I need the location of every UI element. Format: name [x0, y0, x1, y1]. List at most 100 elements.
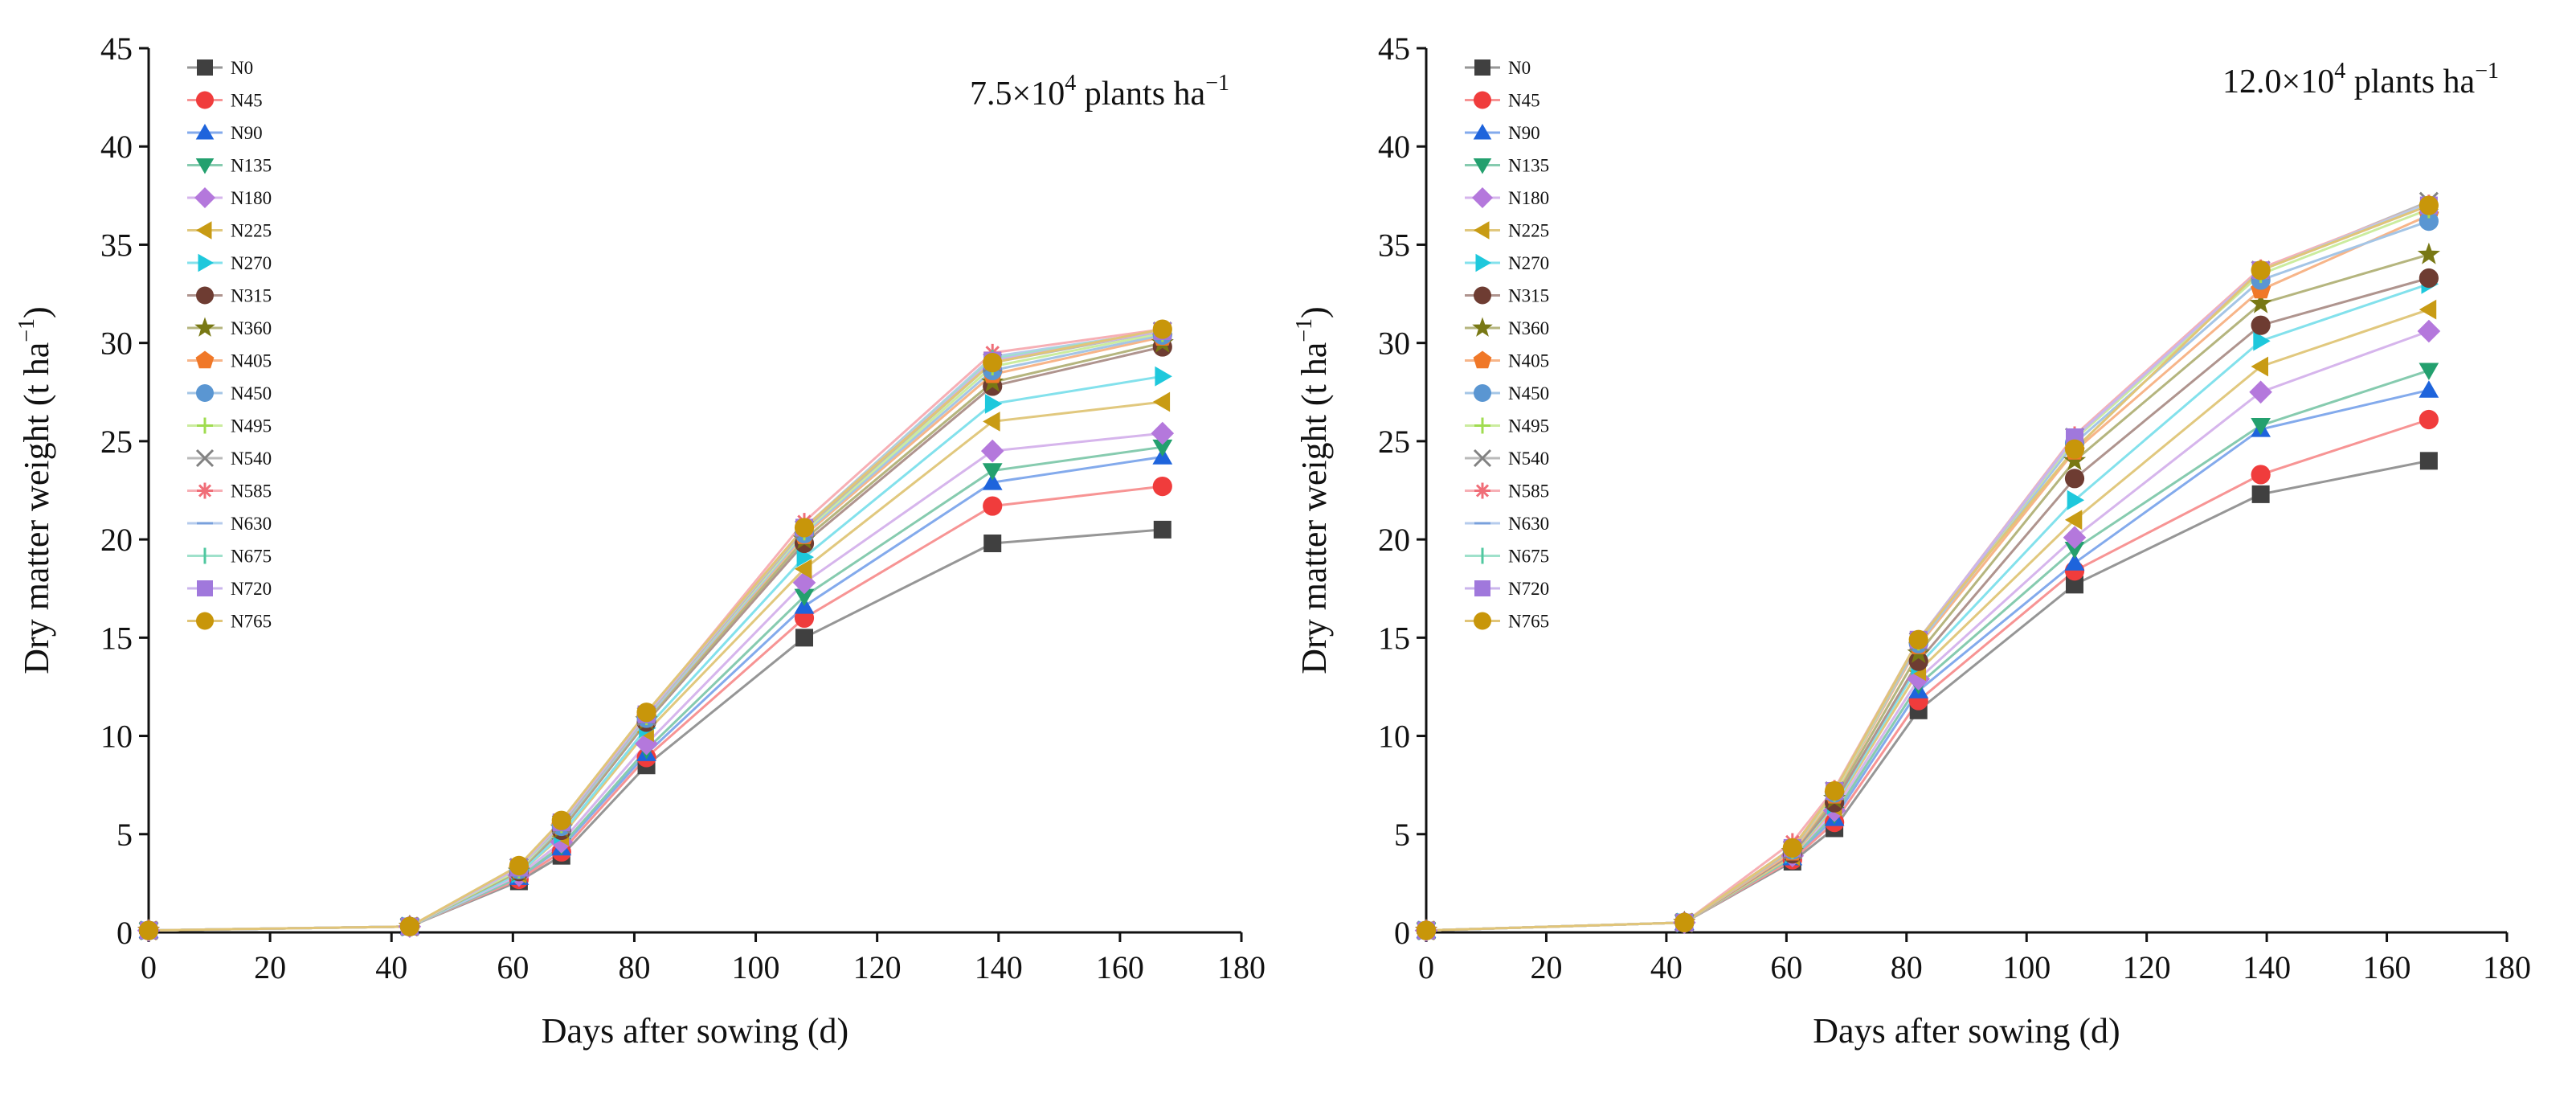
- data-point-N180: [1151, 421, 1175, 445]
- series-line-N675: [1425, 204, 2430, 932]
- series-N270: [1425, 282, 2430, 932]
- legend-entry: N675: [1465, 547, 1549, 567]
- series-N45: [1425, 418, 2430, 932]
- x-tick-label: 120: [2123, 949, 2171, 985]
- series-line-N675: [148, 330, 1163, 932]
- legend-entry: N585: [1465, 481, 1549, 502]
- x-tick-label: 0: [1418, 949, 1434, 985]
- series-line-N540: [148, 330, 1163, 932]
- series-N450: [148, 334, 1163, 932]
- legend-marker: [1473, 350, 1492, 369]
- legend-entry: N90: [1465, 123, 1540, 143]
- legend-entry: N360: [1465, 317, 1549, 338]
- legend-entry: N765: [1465, 612, 1549, 632]
- legend-marker: [1474, 384, 1491, 402]
- data-point-N360: [2063, 449, 2087, 471]
- series-line-N135: [148, 445, 1163, 932]
- data-point-N765: [1674, 912, 1695, 932]
- series-line-N45: [1425, 418, 2430, 932]
- legend-entry: N675: [187, 547, 272, 567]
- legend-entry: N180: [187, 187, 272, 208]
- series-points-N765: [1416, 195, 2439, 940]
- legend-label: N315: [231, 286, 272, 306]
- legend-label: N450: [231, 383, 272, 404]
- series-points-N225: [1416, 299, 2437, 940]
- series-line-N270: [1425, 282, 2430, 932]
- legend-label: N270: [231, 253, 272, 273]
- series-points-N630: [140, 330, 1171, 932]
- legend-label: N585: [1508, 481, 1549, 502]
- data-point-N765: [2064, 439, 2085, 459]
- legend-entry: N90: [187, 123, 263, 143]
- legend-entry: N540: [187, 449, 272, 469]
- y-tick-label: 25: [1378, 424, 1410, 460]
- series-points-N270: [1418, 273, 2439, 940]
- y-tick-label: 15: [1378, 620, 1410, 656]
- series-N495: [148, 331, 1163, 932]
- series-points-N90: [138, 447, 1173, 938]
- series-N765: [148, 328, 1163, 932]
- legend-marker: [1474, 482, 1490, 499]
- legend-marker: [1472, 187, 1493, 208]
- legend-marker: [197, 417, 213, 434]
- series-points-N675: [1425, 196, 2431, 940]
- series-line-N90: [148, 455, 1163, 932]
- legend-label: N540: [1508, 449, 1549, 469]
- y-tick-label: 0: [117, 915, 133, 951]
- y-axis-title: Dry matter weight (t ha−1): [1292, 306, 1334, 674]
- series-N585: [1425, 202, 2430, 932]
- density-annotation: 7.5×104 plants ha−1: [970, 71, 1229, 113]
- legend-label: N765: [1508, 612, 1549, 632]
- legend-label: N135: [1508, 156, 1549, 176]
- series-points-N675: [147, 322, 1164, 940]
- series-N405: [148, 335, 1163, 932]
- x-tick-label: 120: [853, 949, 902, 985]
- data-point-N0: [983, 535, 1002, 552]
- legend-marker: [195, 124, 215, 140]
- data-point-N270: [2067, 490, 2085, 510]
- legend-marker: [1473, 124, 1492, 140]
- legend-entry: N405: [187, 350, 272, 371]
- data-point-N45: [983, 496, 1003, 516]
- legend-label: N540: [231, 449, 272, 469]
- y-tick-label: 5: [1394, 817, 1410, 853]
- legend-label: N315: [1508, 286, 1549, 306]
- legend-label: N630: [1508, 514, 1549, 534]
- legend-entry: N360: [187, 317, 272, 338]
- series-points-N630: [1417, 202, 2438, 932]
- legend-entry: N315: [187, 286, 272, 306]
- legend-entry: N540: [1465, 449, 1549, 469]
- data-point-N765: [1782, 838, 1802, 858]
- legend-entry: N135: [187, 156, 272, 176]
- series-points-N315: [1416, 268, 2439, 940]
- data-point-N90: [982, 473, 1003, 490]
- legend-entry: N630: [187, 514, 272, 534]
- series-N135: [148, 445, 1163, 932]
- data-point-N765: [794, 518, 815, 538]
- data-point-N135: [794, 588, 815, 607]
- legend-entry: N585: [187, 481, 272, 502]
- legend-marker: [194, 187, 215, 208]
- legend-entry: N270: [1465, 253, 1549, 273]
- data-point-N315: [2251, 315, 2271, 335]
- x-tick-label: 60: [497, 949, 529, 985]
- y-tick-label: 0: [1394, 915, 1410, 951]
- data-point-N135: [2251, 418, 2271, 436]
- y-tick-label: 40: [100, 129, 133, 165]
- legend-entry: N405: [1465, 350, 1549, 371]
- series-N720: [1425, 204, 2430, 932]
- series-N90: [148, 455, 1163, 932]
- series-group: [1414, 191, 2441, 942]
- series-N450: [1425, 219, 2430, 932]
- legend-marker: [1473, 158, 1492, 174]
- legend-marker: [1472, 317, 1493, 337]
- density-annotation: 12.0×104 plants ha−1: [2222, 59, 2499, 100]
- legend-entry: N225: [1465, 221, 1549, 241]
- legend-entry: N450: [1465, 383, 1549, 404]
- series-points-N540: [1416, 191, 2439, 940]
- series-points-N495: [140, 324, 1171, 940]
- x-tick-label: 40: [375, 949, 407, 985]
- legend-label: N630: [231, 514, 272, 534]
- x-tick-label: 140: [2243, 949, 2291, 985]
- data-point-N765: [1908, 629, 1928, 649]
